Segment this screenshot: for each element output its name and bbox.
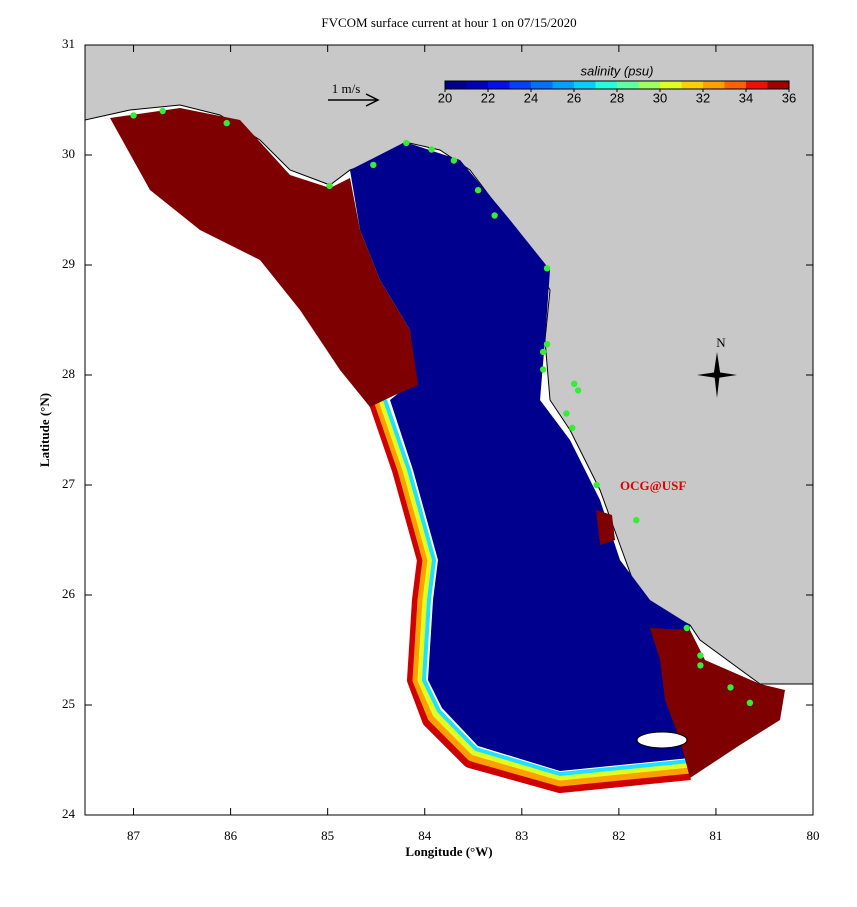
salinity-front — [378, 398, 691, 781]
y-axis-label: Latitude (°N) — [37, 393, 52, 467]
station — [474, 187, 482, 194]
plot-frame — [84, 44, 814, 816]
colorbar-swatch — [681, 81, 704, 89]
compass-rose — [697, 352, 737, 398]
x-tick-label: 81 — [709, 828, 722, 843]
station — [539, 366, 547, 373]
colorbar-tick-label: 28 — [610, 90, 624, 105]
colorbar-tick-label: 34 — [739, 90, 753, 105]
colorbar-swatch — [531, 81, 553, 89]
colorbar-swatch — [703, 81, 725, 89]
station — [697, 652, 704, 659]
y-tick-label: 24 — [62, 806, 76, 821]
station — [563, 410, 570, 417]
colorbar-swatch — [509, 81, 532, 89]
station — [574, 387, 582, 394]
colorbar-swatch — [767, 81, 790, 89]
colorbar-swatch — [574, 81, 596, 89]
station — [223, 119, 230, 127]
colorbar-label: salinity (psu) — [581, 63, 654, 78]
station — [593, 481, 600, 489]
scale-arrow — [328, 93, 380, 107]
lab-annotation: OCG@USF — [620, 478, 686, 493]
colorbar-swatch — [617, 81, 639, 89]
station — [159, 107, 166, 115]
colorbar-swatch — [724, 81, 747, 89]
high-salinity-water — [110, 108, 418, 407]
x-tick-label: 87 — [127, 828, 141, 843]
x-tick-label: 80 — [807, 828, 820, 843]
map-title: FVCOM surface current at hour 1 on 07/15… — [321, 15, 576, 30]
station — [326, 182, 333, 189]
colorbar-swatch — [466, 81, 489, 89]
y-tick-label: 27 — [62, 476, 76, 491]
station — [697, 662, 704, 669]
compass-label: N — [716, 335, 726, 350]
x-tick-label: 85 — [321, 828, 334, 843]
colorbar-swatch — [445, 81, 467, 89]
x-tick-label: 83 — [515, 828, 528, 843]
station — [543, 341, 551, 348]
station — [727, 684, 734, 691]
y-tick-label: 30 — [62, 146, 75, 161]
map-layers — [85, 45, 813, 815]
station — [428, 146, 435, 153]
station — [403, 139, 410, 147]
y-tick-label: 25 — [62, 696, 75, 711]
colorbar-swatch — [552, 81, 575, 89]
colorbar-tick-label: 30 — [653, 90, 667, 105]
y-tick-label: 31 — [62, 36, 75, 51]
high-salinity-water — [596, 510, 615, 545]
colorbar-swatch — [660, 81, 682, 89]
colorbar-swatch — [638, 81, 661, 89]
colorbar-swatch — [595, 81, 618, 89]
scale-label: 1 m/s — [332, 81, 361, 96]
y-tick-label: 26 — [62, 586, 76, 601]
salinity-front — [383, 399, 691, 776]
colorbar-tick-label: 22 — [481, 90, 495, 105]
colorbar-tick-label: 32 — [696, 90, 710, 105]
station — [571, 380, 578, 387]
colorbar-tick-label: 24 — [524, 90, 538, 105]
station — [491, 212, 498, 219]
colorbar-swatch — [746, 81, 768, 89]
station — [130, 112, 137, 119]
y-tick-label: 29 — [62, 256, 75, 271]
x-axis-label: Longitude (°W) — [405, 844, 492, 859]
station — [683, 624, 691, 632]
station — [370, 161, 377, 169]
colorbar-swatch — [488, 81, 510, 89]
station — [543, 265, 551, 272]
y-tick-label: 28 — [62, 366, 75, 381]
low-salinity-water — [350, 142, 690, 771]
colorbar-tick-label: 36 — [782, 90, 796, 105]
station — [746, 699, 754, 706]
colorbar-tick-label: 20 — [438, 90, 452, 105]
x-tick-label: 86 — [224, 828, 238, 843]
x-tick-label: 84 — [418, 828, 432, 843]
keys-island — [636, 731, 688, 749]
station — [450, 157, 458, 164]
x-tick-label: 82 — [612, 828, 625, 843]
station — [633, 517, 640, 524]
station — [539, 348, 547, 356]
station — [569, 424, 576, 431]
colorbar-tick-label: 26 — [567, 90, 581, 105]
